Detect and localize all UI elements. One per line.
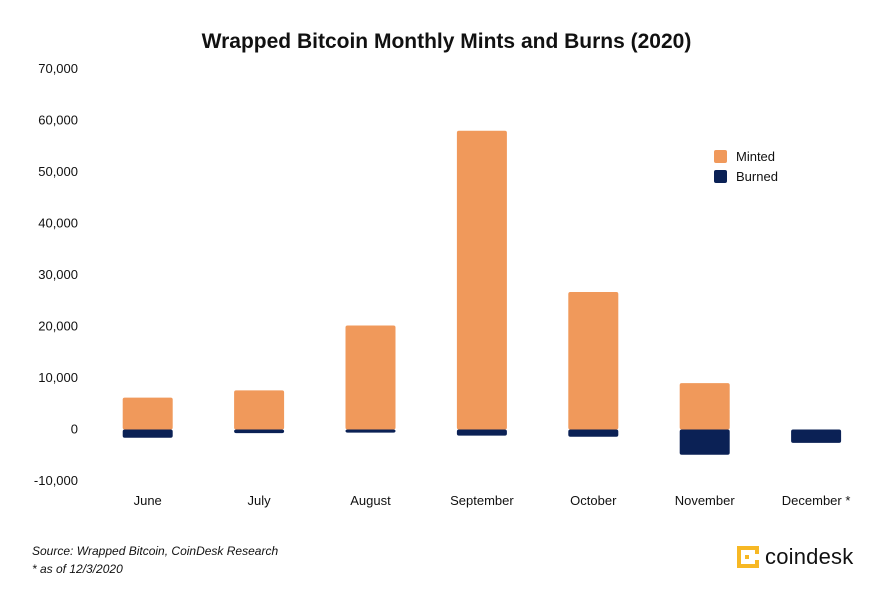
bar-burned-december bbox=[791, 429, 842, 443]
bar-minted-july bbox=[234, 390, 285, 430]
bar-minted-october bbox=[568, 291, 619, 430]
bar-burned-june bbox=[122, 429, 173, 438]
y-tick-label: 30,000 bbox=[38, 267, 78, 282]
bar-burned-september bbox=[456, 429, 507, 436]
y-tick-label: 0 bbox=[71, 422, 78, 437]
legend-swatch-burned bbox=[714, 169, 727, 183]
y-tick-label: 20,000 bbox=[38, 319, 78, 334]
legend-item-burned: Burned bbox=[714, 166, 778, 186]
bar-burned-august bbox=[345, 429, 396, 433]
bar-burned-november bbox=[679, 429, 730, 455]
x-tick-label: September bbox=[450, 493, 514, 508]
x-tick-label: October bbox=[570, 493, 617, 508]
source-note: Source: Wrapped Bitcoin, CoinDesk Resear… bbox=[32, 544, 279, 558]
legend: Minted Burned bbox=[714, 146, 778, 186]
y-tick-label: 70,000 bbox=[38, 61, 78, 76]
x-tick-label: August bbox=[350, 493, 391, 508]
bar-minted-august bbox=[345, 325, 396, 430]
y-axis: -10,000 0 10,000 20,000 30,000 40,000 50,000 60… bbox=[34, 61, 78, 488]
x-tick-label: June bbox=[134, 493, 162, 508]
y-tick-label: 50,000 bbox=[38, 164, 78, 179]
legend-label-burned: Burned bbox=[736, 168, 778, 184]
y-tick-label: -10,000 bbox=[34, 473, 78, 488]
bar-burned-july bbox=[234, 429, 285, 434]
bars bbox=[122, 130, 842, 455]
y-tick-label: 60,000 bbox=[38, 113, 78, 128]
chart-title: Wrapped Bitcoin Monthly Mints and Burns … bbox=[201, 30, 692, 53]
coindesk-logo-icon bbox=[737, 546, 759, 568]
bar-minted-june bbox=[122, 397, 173, 430]
brand: coindesk bbox=[737, 544, 853, 570]
x-axis: June July August September October November De… bbox=[134, 493, 851, 508]
y-tick-label: 40,000 bbox=[38, 216, 78, 231]
bar-burned-october bbox=[568, 429, 619, 437]
legend-label-minted: Minted bbox=[736, 148, 776, 164]
y-tick-label: 10,000 bbox=[38, 370, 78, 385]
bar-minted-november bbox=[679, 383, 730, 430]
brand-name: coindesk bbox=[765, 544, 854, 569]
asof-note: * as of 12/3/2020 bbox=[32, 562, 123, 576]
x-tick-label: December * bbox=[782, 493, 851, 508]
legend-swatch-minted bbox=[714, 149, 727, 163]
bar-minted-september bbox=[456, 130, 507, 430]
x-tick-label: July bbox=[248, 493, 272, 508]
legend-item-minted: Minted bbox=[714, 146, 778, 166]
x-tick-label: November bbox=[675, 493, 736, 508]
